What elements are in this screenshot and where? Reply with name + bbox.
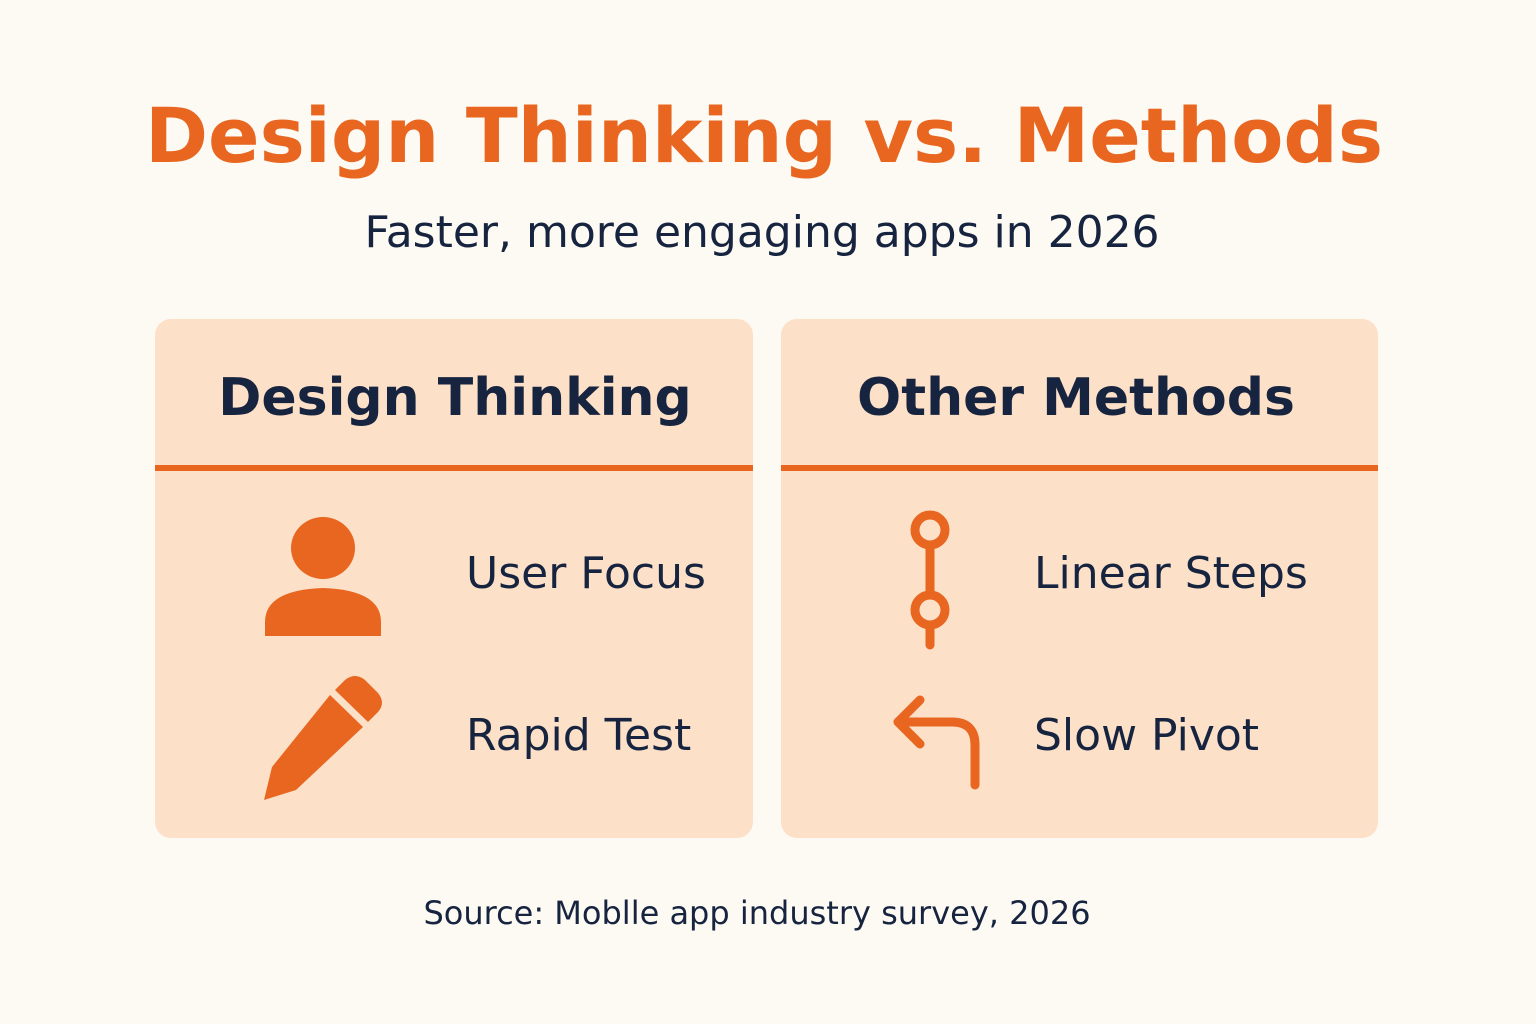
item-label: Rapid Test — [466, 710, 691, 761]
pencil-icon — [264, 676, 382, 800]
panel-divider — [781, 465, 1378, 471]
panel — [781, 319, 1378, 838]
panel-title: Other Methods — [857, 368, 1295, 428]
item-label: User Focus — [466, 548, 706, 599]
user-icon — [265, 517, 381, 636]
panel-title: Design Thinking — [218, 368, 692, 428]
panel-divider — [155, 465, 753, 471]
title: Design Thinking vs. Methods — [145, 91, 1383, 180]
pivot-icon — [893, 695, 980, 790]
panel — [155, 319, 753, 838]
item-label: Slow Pivot — [1034, 710, 1259, 761]
item-label: Linear Steps — [1034, 548, 1308, 599]
source-note: Source: Moblle app industry survey, 2026 — [423, 894, 1090, 932]
subtitle: Faster, more engaging apps in 2026 — [364, 207, 1159, 258]
steps-icon — [910, 510, 950, 650]
